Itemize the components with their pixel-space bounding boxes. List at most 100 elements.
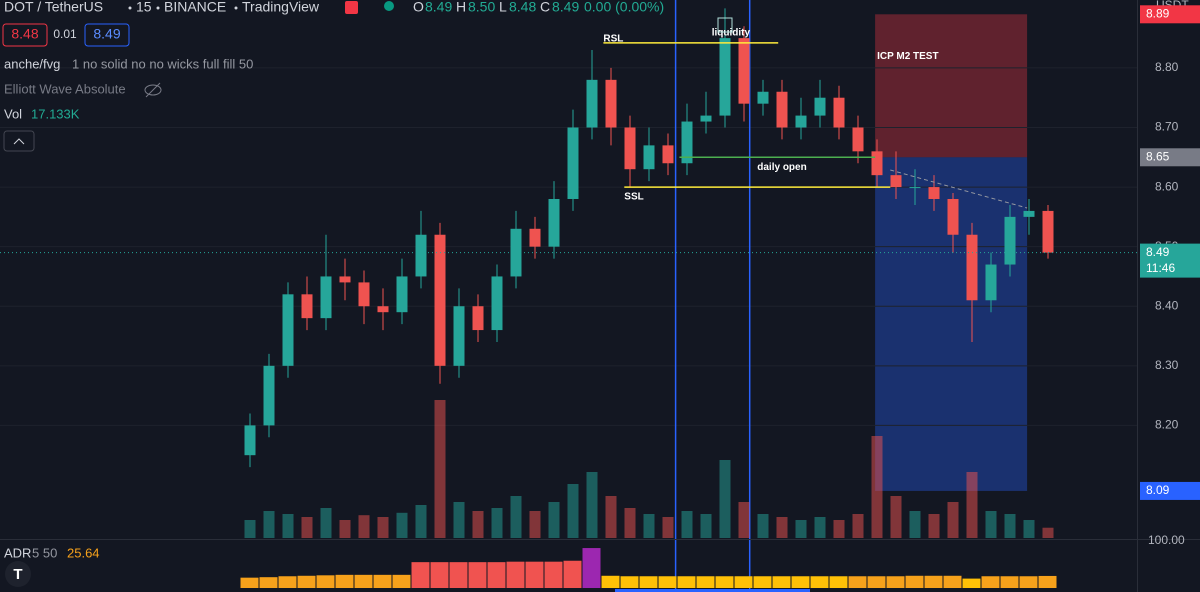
collapse-button[interactable] xyxy=(3,130,35,152)
adr-bar xyxy=(1000,576,1019,588)
tv-logo[interactable]: T xyxy=(5,561,31,587)
volume-bar xyxy=(282,514,294,538)
adr-bar xyxy=(449,562,468,588)
volume-bar xyxy=(871,436,883,538)
adr-bar xyxy=(772,576,791,588)
flag-icon[interactable] xyxy=(345,1,358,14)
adr-bar xyxy=(734,576,753,588)
indicator-value: 17.133K xyxy=(31,106,80,121)
liquidity-box xyxy=(717,17,733,33)
adr-bar xyxy=(278,576,297,588)
ohlc-value: 8.48 xyxy=(509,0,536,15)
scrollbar[interactable] xyxy=(615,589,810,592)
candle-body xyxy=(244,425,256,456)
candle-body xyxy=(928,187,940,199)
ohlc-value: 8.49 xyxy=(425,0,452,15)
hidden-icon[interactable] xyxy=(144,82,162,98)
indicator-settings: 1 no solid no no wicks full fill 50 xyxy=(72,56,253,71)
indicator-value: 25.64 xyxy=(67,545,100,560)
volume-bar xyxy=(966,472,978,538)
candle-body xyxy=(985,264,997,301)
candle-body xyxy=(814,97,826,116)
ohlc-label: L xyxy=(499,0,507,15)
position-title: ICP M2 TEST xyxy=(877,51,939,62)
svg-text:T: T xyxy=(13,566,22,583)
candle-body xyxy=(491,276,503,331)
volume-bar xyxy=(434,400,446,538)
volume-bar xyxy=(1004,514,1016,538)
candle-body xyxy=(548,198,560,247)
adr-bar xyxy=(905,575,924,588)
candle-body xyxy=(757,91,769,104)
ohlc-value: 8.49 xyxy=(552,0,579,15)
volume-bar xyxy=(757,514,769,538)
volume-bar xyxy=(396,512,408,538)
volume-bar xyxy=(947,502,959,538)
ask-box[interactable] xyxy=(84,23,130,47)
volume-bar xyxy=(624,508,636,538)
volume-bar xyxy=(814,517,826,538)
axis-tag-label: 8.49 xyxy=(1146,245,1170,259)
candle-body xyxy=(434,234,446,366)
adr-bar xyxy=(563,560,582,588)
volume-bar xyxy=(320,508,332,538)
volume-bar xyxy=(453,502,465,538)
indicator-name: Elliott Wave Absolute xyxy=(4,81,126,96)
bid-box[interactable] xyxy=(2,23,48,47)
axis-tag-label: 8.89 xyxy=(1146,6,1170,20)
indicator-name: ADR xyxy=(4,545,31,560)
adr-bar xyxy=(696,576,715,588)
adr-bar xyxy=(392,574,411,588)
candle-body xyxy=(301,294,313,319)
adr-bar xyxy=(1019,576,1038,588)
candle-body xyxy=(776,91,788,128)
candle-body xyxy=(377,306,389,313)
volume-bar xyxy=(510,496,522,538)
indicator-settings: 5 50 xyxy=(32,545,57,560)
candle-body xyxy=(472,306,484,331)
candle-body xyxy=(966,234,978,301)
volume-bar xyxy=(529,511,541,538)
candle-body xyxy=(871,151,883,176)
adr-bar xyxy=(544,561,563,588)
axis-tag xyxy=(1140,243,1200,278)
interval: 15 xyxy=(136,0,152,15)
volume-bar xyxy=(491,508,503,538)
volume-bar xyxy=(1023,520,1035,538)
adr-tick-label: 100.00 xyxy=(1148,533,1185,547)
adr-bar xyxy=(677,576,696,588)
volume-bar xyxy=(415,505,427,538)
axis-tag-label: 8.65 xyxy=(1146,149,1170,163)
volume-bar xyxy=(738,502,750,538)
adr-bar xyxy=(886,576,905,588)
y-tick-label: 8.20 xyxy=(1155,418,1179,432)
trend-line xyxy=(890,169,1028,209)
volume-bar xyxy=(472,511,484,538)
volume-bar xyxy=(244,520,256,538)
volume-bar xyxy=(852,514,864,538)
adr-bar xyxy=(848,576,867,588)
volume-bar xyxy=(263,511,275,538)
adr-bar xyxy=(715,576,734,588)
volume-bar xyxy=(377,517,389,538)
volume-bar xyxy=(643,514,655,538)
volume-bar xyxy=(985,511,997,538)
axis-tag xyxy=(1140,148,1200,167)
adr-bar xyxy=(867,576,886,588)
bid: 8.48 xyxy=(11,26,38,42)
candle-body xyxy=(453,306,465,366)
candle-body xyxy=(700,115,712,122)
candle-body xyxy=(529,228,541,247)
volume-bar xyxy=(776,517,788,538)
adr-bar xyxy=(487,562,506,588)
candle-body xyxy=(624,127,636,170)
y-tick-label: 8.30 xyxy=(1155,358,1179,372)
exchange: BINANCE xyxy=(164,0,226,15)
candle-body xyxy=(890,175,902,188)
candle-body xyxy=(358,282,370,307)
volume-bar xyxy=(567,484,579,538)
indicator-name: Vol xyxy=(4,106,22,121)
level-label: daily open xyxy=(757,162,806,173)
